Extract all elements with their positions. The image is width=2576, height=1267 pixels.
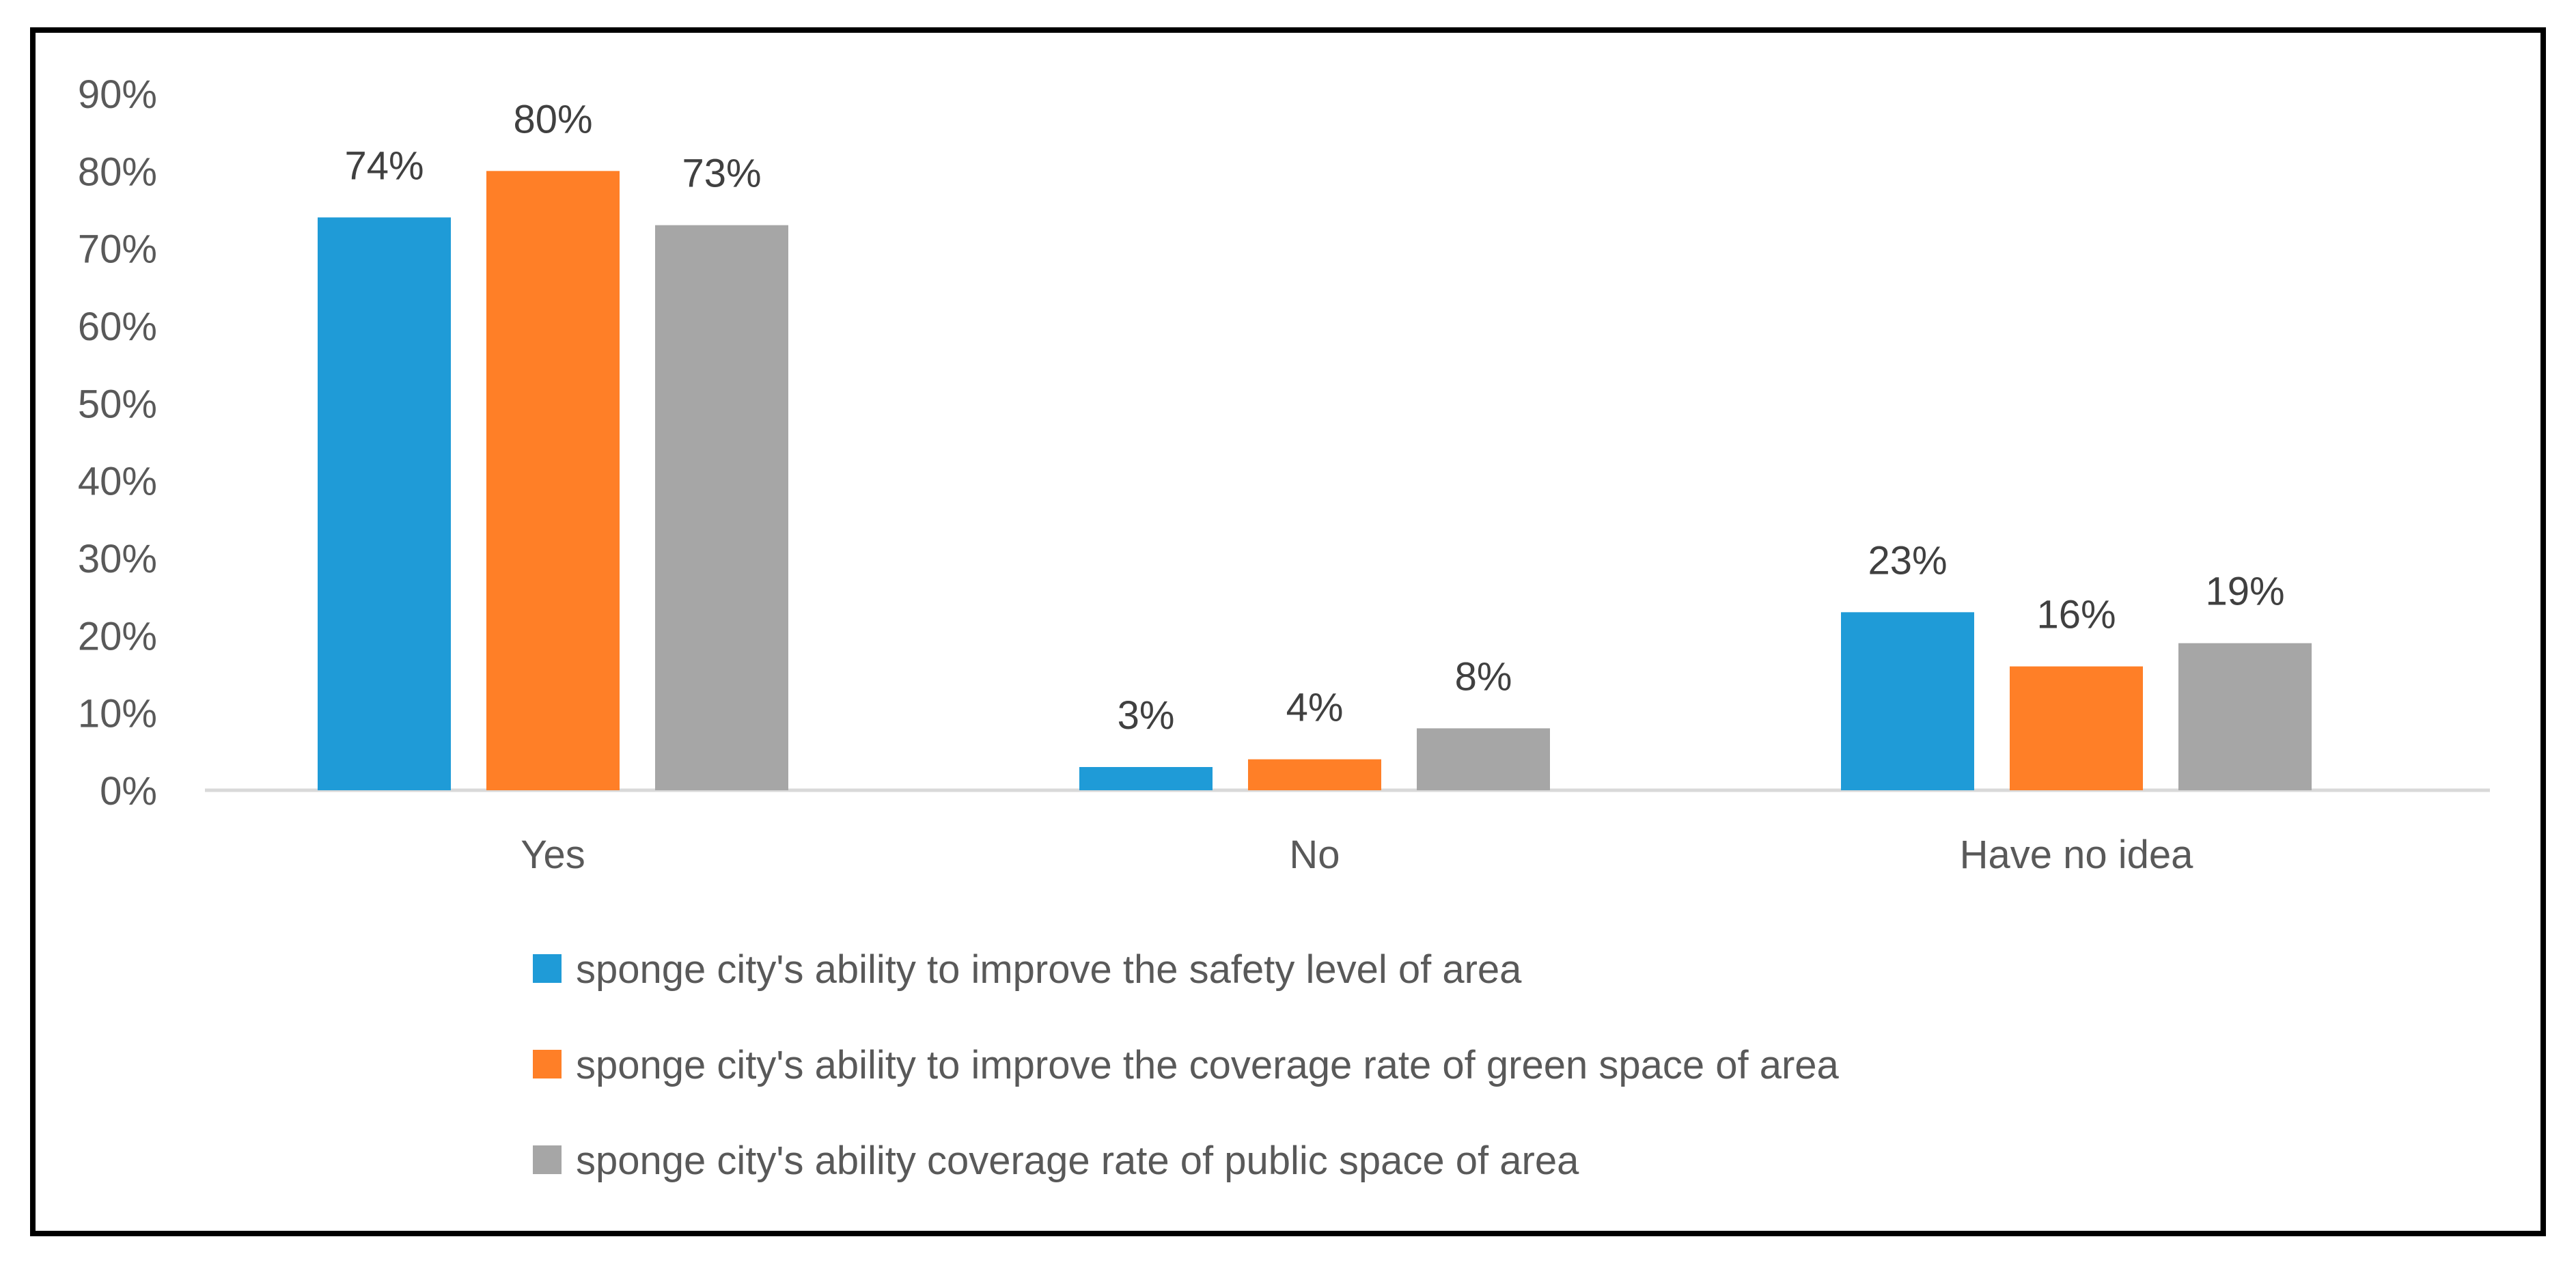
data-labels-group: 74% 80% 73% 3% 4% 8% 23% 16% 19%: [344, 97, 2284, 738]
bar: [1417, 728, 1550, 790]
legend-label: sponge city's ability to improve the saf…: [576, 947, 1522, 992]
data-label: 3%: [1118, 693, 1175, 738]
legend-label: sponge city's ability coverage rate of p…: [576, 1139, 1579, 1183]
bar: [2178, 643, 2312, 790]
legend-label: sponge city's ability to improve the cov…: [576, 1043, 1840, 1087]
data-label: 74%: [344, 143, 424, 188]
bar: [1079, 767, 1213, 790]
y-axis-tick-label: 10%: [78, 692, 157, 736]
chart-border: [30, 27, 2546, 1236]
y-axis-tick-label: 80%: [78, 150, 157, 194]
data-label: 4%: [1286, 686, 1344, 730]
y-axis-tick-label: 20%: [78, 614, 157, 658]
y-axis-tick-label: 40%: [78, 460, 157, 504]
data-label: 16%: [2036, 593, 2116, 637]
y-axis-tick-label: 0%: [100, 769, 157, 813]
data-label: 8%: [1455, 654, 1512, 699]
data-label: 73%: [682, 152, 761, 196]
bar: [318, 217, 451, 790]
y-axis-tick-label: 70%: [78, 227, 157, 272]
y-axis-tick-label: 30%: [78, 537, 157, 581]
legend-swatch: [533, 1050, 562, 1078]
bar: [1841, 612, 1974, 790]
bar: [1248, 759, 1381, 790]
data-label: 19%: [2205, 570, 2284, 614]
data-label: 80%: [513, 97, 592, 141]
bar: [486, 171, 620, 791]
y-axis-tick-label: 50%: [78, 382, 157, 426]
x-axis-category-labels: Yes No Have no idea: [521, 833, 2193, 877]
x-axis-category-label: No: [1289, 833, 1340, 877]
y-axis-tick-label: 90%: [78, 72, 157, 117]
bar: [2010, 666, 2143, 790]
legend-swatch: [533, 1145, 562, 1174]
bar-series-group: [318, 171, 2312, 791]
legend: sponge city's ability to improve the saf…: [533, 947, 1840, 1183]
x-axis-category-label: Yes: [521, 833, 585, 877]
y-axis-tick-labels: 0% 10% 20% 30% 40% 50% 60% 70% 80% 90%: [78, 72, 157, 813]
data-label: 23%: [1868, 538, 1947, 583]
x-axis-category-label: Have no idea: [1960, 833, 2194, 877]
bar: [655, 225, 788, 791]
y-axis-tick-label: 60%: [78, 305, 157, 349]
legend-swatch: [533, 954, 562, 983]
